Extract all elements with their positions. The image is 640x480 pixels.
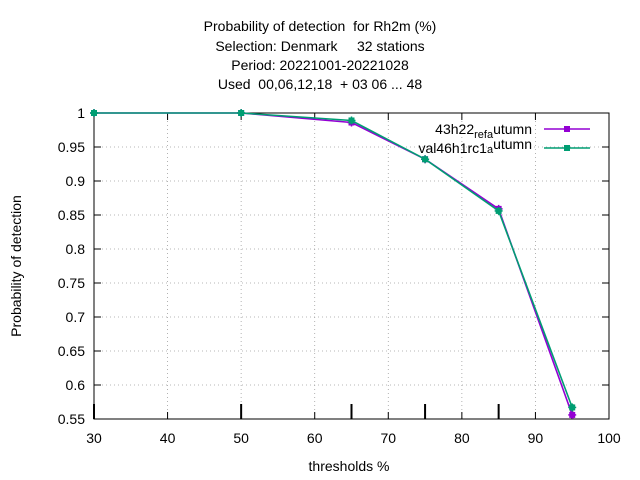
plot-frame [93,112,610,420]
legend-label-part: ref [474,129,488,141]
legend-label-part: utumn [493,136,532,152]
legend-label-part: a [487,144,494,156]
x-axis-label: thresholds % [309,458,390,474]
chart-title-line-1: Probability of detection for Rh2m (%) [203,18,437,34]
y-tick-label: 0.8 [66,241,86,257]
legend-label-1: 43h22refautumn [435,121,532,141]
chart-title-line-3: Period: 20221001-20221028 [231,57,409,73]
y-tick-label: 0.95 [58,139,85,155]
series-line-1 [94,112,573,416]
grid-lines [94,113,609,419]
x-tick-label: 70 [380,430,396,446]
legend-marker-1 [564,126,570,132]
axis-ticks: 0.55 0.6 0.65 0.7 0.75 0.8 0.85 0.9 0.95 1 30 40 50 6… [58,105,621,446]
legend-marker-2 [564,145,570,151]
chart-title-line-2: Selection: Denmark 32 stations [215,38,425,54]
legend-label-2: val46h1rc1autumn [418,136,532,156]
y-tick-label: 0.65 [58,343,85,359]
chart-title-line-4: Used 00,06,12,18 + 03 06 ... 48 [217,76,423,92]
y-tick-label: 0.75 [58,275,85,291]
x-tick-label: 60 [307,430,323,446]
y-tick-label: 0.85 [58,207,85,223]
x-tick-label: 40 [160,430,176,446]
legend-label-part: a [487,129,494,141]
legend-label-part: 43h22 [435,121,474,137]
x-tick-label: 100 [597,430,621,446]
x-tick-label: 80 [454,430,470,446]
y-tick-label: 0.9 [66,173,86,189]
y-axis-label: Probability of detection [8,195,24,337]
series-line-2 [94,112,573,408]
x-tick-label: 90 [528,430,544,446]
legend-label-part: utumn [493,121,532,137]
series-layer [90,109,577,419]
y-tick-label: 0.6 [66,377,86,393]
y-tick-label: 0.55 [58,411,85,427]
y-tick-label: 0.7 [66,309,86,325]
x-tick-label: 50 [233,430,249,446]
y-tick-label: 1 [77,105,85,121]
legend-label-part: val46h1rc1 [418,140,487,156]
x-tick-label: 30 [86,430,102,446]
